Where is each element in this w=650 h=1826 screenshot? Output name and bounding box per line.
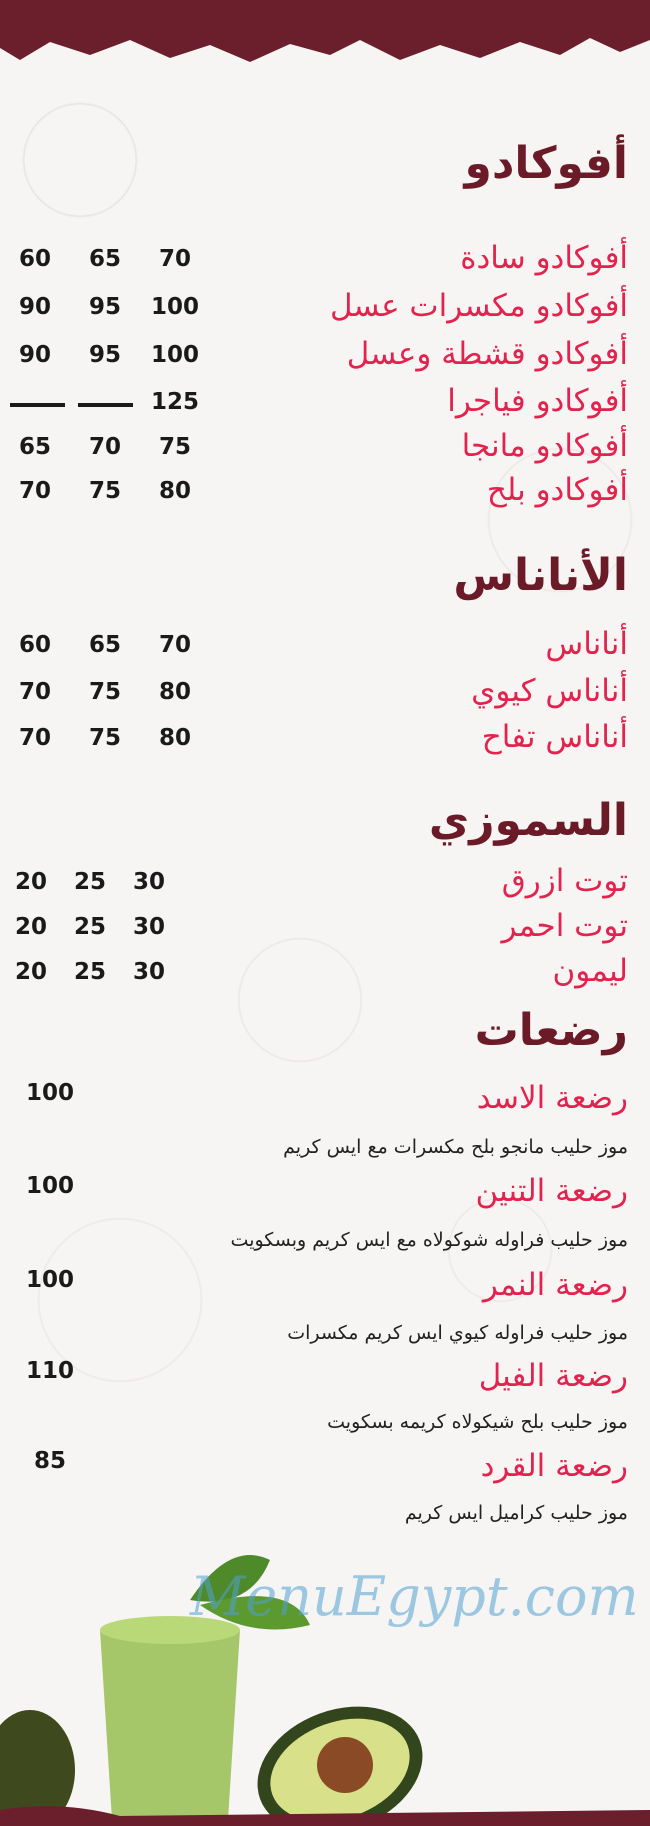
price-medium: 25 <box>73 914 106 940</box>
price-small: 70 <box>18 679 51 705</box>
price-medium: 25 <box>73 959 106 985</box>
price-large: 30 <box>132 959 165 985</box>
item-name: توت احمر <box>501 908 628 944</box>
price-large: 100 <box>150 294 199 320</box>
price-medium: 65 <box>88 632 121 658</box>
menu-row: توت ازرق 30 25 20 <box>0 863 650 907</box>
item-name: أفوكادو فياجرا <box>447 383 628 419</box>
price-small: 90 <box>18 342 51 368</box>
price-small: 20 <box>14 959 47 985</box>
price-medium: 65 <box>88 246 121 272</box>
price: 110 <box>25 1358 74 1384</box>
price-small: 70 <box>18 725 51 751</box>
price: 100 <box>25 1080 74 1106</box>
item-name: أناناس <box>545 626 628 662</box>
price-medium: 95 <box>88 294 121 320</box>
price: 100 <box>25 1173 74 1199</box>
menu-row: رضعة النمر 100 <box>0 1267 650 1311</box>
price-large: 30 <box>132 869 165 895</box>
menu-row: أفوكادو مانجا 75 70 65 <box>0 428 650 472</box>
price-large: 125 <box>150 389 199 415</box>
price-large: 80 <box>158 725 191 751</box>
item-description: موز حليب كراميل ايس كريم <box>404 1502 628 1524</box>
item-name: أناناس كيوي <box>471 673 628 709</box>
item-name: رضعة القرد <box>480 1448 628 1484</box>
item-description: موز حليب فراوله كيوي ايس كريم مكسرات <box>287 1322 628 1344</box>
item-name: أفوكادو مانجا <box>461 428 628 464</box>
item-name: أفوكادو سادة <box>460 240 628 276</box>
item-name: رضعة النمر <box>482 1267 628 1303</box>
menu-row: رضعة القرد 85 <box>0 1448 650 1492</box>
item-name: أفوكادو قشطة وعسل <box>346 336 628 372</box>
item-name: أفوكادو مكسرات عسل <box>329 288 628 324</box>
item-name: أناناس تفاح <box>481 719 628 755</box>
price-medium: 25 <box>73 869 106 895</box>
price-large: 75 <box>158 434 191 460</box>
price-small: 20 <box>14 914 47 940</box>
item-name: رضعة الاسد <box>476 1080 628 1116</box>
section-title-pineapple: الأناناس <box>453 550 628 601</box>
price-small: 60 <box>18 632 51 658</box>
item-description: موز حليب مانجو بلح مكسرات مع ايس كريم <box>283 1136 628 1158</box>
price-medium: 75 <box>88 679 121 705</box>
section-title-avocado: أفوكادو <box>464 138 628 189</box>
menu-row: أفوكادو سادة 70 65 60 <box>0 240 650 284</box>
price: 85 <box>33 1448 66 1474</box>
item-description: موز حليب فراوله شوكولاه مع ايس كريم وبسك… <box>230 1229 628 1251</box>
menu-row: أفوكادو فياجرا 125 <box>0 383 650 427</box>
price-large: 80 <box>158 478 191 504</box>
menu-row: توت احمر 30 25 20 <box>0 908 650 952</box>
menu-row: أناناس تفاح 80 75 70 <box>0 719 650 763</box>
price-large: 30 <box>132 914 165 940</box>
watermark: MenuEgypt.com <box>190 1565 639 1628</box>
item-description: موز حليب بلح شيكولاه كريمه بسكويت <box>327 1411 628 1433</box>
price-medium: 95 <box>88 342 121 368</box>
menu-row: أناناس كيوي 80 75 70 <box>0 673 650 717</box>
price-medium: 75 <box>88 725 121 751</box>
item-name: أفوكادو بلح <box>486 472 628 508</box>
menu-row: رضعة الاسد 100 <box>0 1080 650 1124</box>
price-small: 70 <box>18 478 51 504</box>
menu-row: أفوكادو مكسرات عسل 100 95 90 <box>0 288 650 332</box>
price-large: 80 <box>158 679 191 705</box>
menu-row: أفوكادو قشطة وعسل 100 95 90 <box>0 336 650 380</box>
price-medium: 70 <box>88 434 121 460</box>
price-unavailable-dash <box>10 403 65 407</box>
section-title-smoothie: السموزي <box>428 795 628 846</box>
price: 100 <box>25 1267 74 1293</box>
price-large: 70 <box>158 632 191 658</box>
item-name: رضعة التنين <box>475 1173 628 1209</box>
item-name: رضعة الفيل <box>478 1358 628 1394</box>
price-medium: 75 <box>88 478 121 504</box>
smoothie-avocado-illustration <box>0 1555 650 1826</box>
price-large: 100 <box>150 342 199 368</box>
menu-row: ليمون 30 25 20 <box>0 953 650 997</box>
menu-row: رضعة الفيل 110 <box>0 1358 650 1402</box>
menu-row: أناناس 70 65 60 <box>0 626 650 670</box>
section-title-radaat: رضعات <box>474 1005 628 1056</box>
price-large: 70 <box>158 246 191 272</box>
price-small: 90 <box>18 294 51 320</box>
torn-paper-header <box>0 0 650 62</box>
price-small: 65 <box>18 434 51 460</box>
menu-row: رضعة التنين 100 <box>0 1173 650 1217</box>
price-unavailable-dash <box>78 403 133 407</box>
item-name: ليمون <box>552 953 628 989</box>
menu-row: أفوكادو بلح 80 75 70 <box>0 472 650 516</box>
item-name: توت ازرق <box>501 863 628 899</box>
price-small: 60 <box>18 246 51 272</box>
price-small: 20 <box>14 869 47 895</box>
